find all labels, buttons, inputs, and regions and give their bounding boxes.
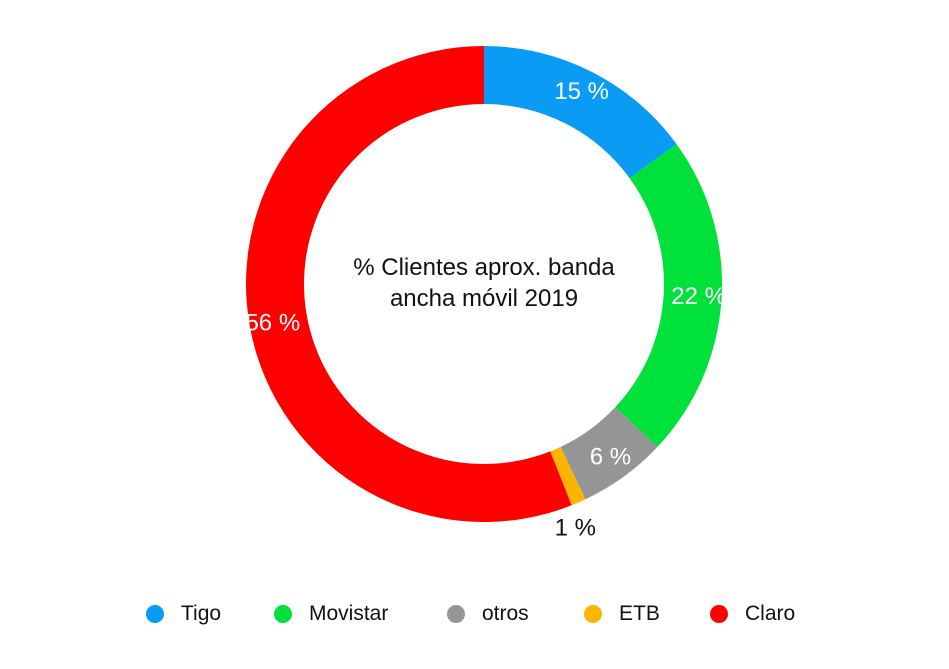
chart-title-line-1: % Clientes aprox. banda	[353, 254, 615, 281]
data-label-movistar: 22 %	[671, 283, 726, 310]
legend-item-otros[interactable]: otros	[447, 598, 529, 630]
legend-marker-claro	[710, 605, 728, 623]
legend-marker-tigo	[146, 605, 164, 623]
legend-label-claro: Claro	[745, 602, 796, 625]
data-label-tigo: 15 %	[554, 78, 609, 105]
slices-group	[246, 46, 722, 522]
slice-otros[interactable]	[560, 407, 658, 500]
data-label-etb: 1 %	[555, 514, 596, 541]
data-labels-group: 15 % 22 % 6 % 1 % 56 %	[245, 78, 725, 542]
data-label-otros: 6 %	[590, 443, 631, 470]
slice-claro[interactable]	[246, 46, 572, 522]
legend-item-claro[interactable]: Claro	[710, 598, 795, 630]
legend-label-tigo: Tigo	[181, 602, 222, 625]
legend-marker-etb	[584, 605, 602, 623]
legend-item-tigo[interactable]: Tigo	[146, 598, 221, 630]
slice-movistar[interactable]	[615, 144, 722, 447]
data-label-claro: 56 %	[245, 310, 300, 337]
legend-marker-otros	[447, 605, 465, 623]
legend-item-movistar[interactable]: Movistar	[274, 598, 388, 630]
legend-label-etb: ETB	[619, 602, 660, 625]
slice-etb[interactable]	[550, 446, 586, 506]
chart-title: % Clientes aprox. banda ancha móvil 2019	[300, 252, 668, 314]
legend-item-etb[interactable]: ETB	[584, 598, 660, 630]
legend-marker-movistar	[274, 605, 292, 623]
slice-tigo[interactable]	[484, 46, 677, 179]
legend-label-otros: otros	[482, 602, 529, 625]
chart-title-line-2: ancha móvil 2019	[389, 285, 579, 312]
legend-label-movistar: Movistar	[309, 602, 389, 625]
legend: Tigo Movistar otros ETB Claro	[0, 598, 949, 630]
